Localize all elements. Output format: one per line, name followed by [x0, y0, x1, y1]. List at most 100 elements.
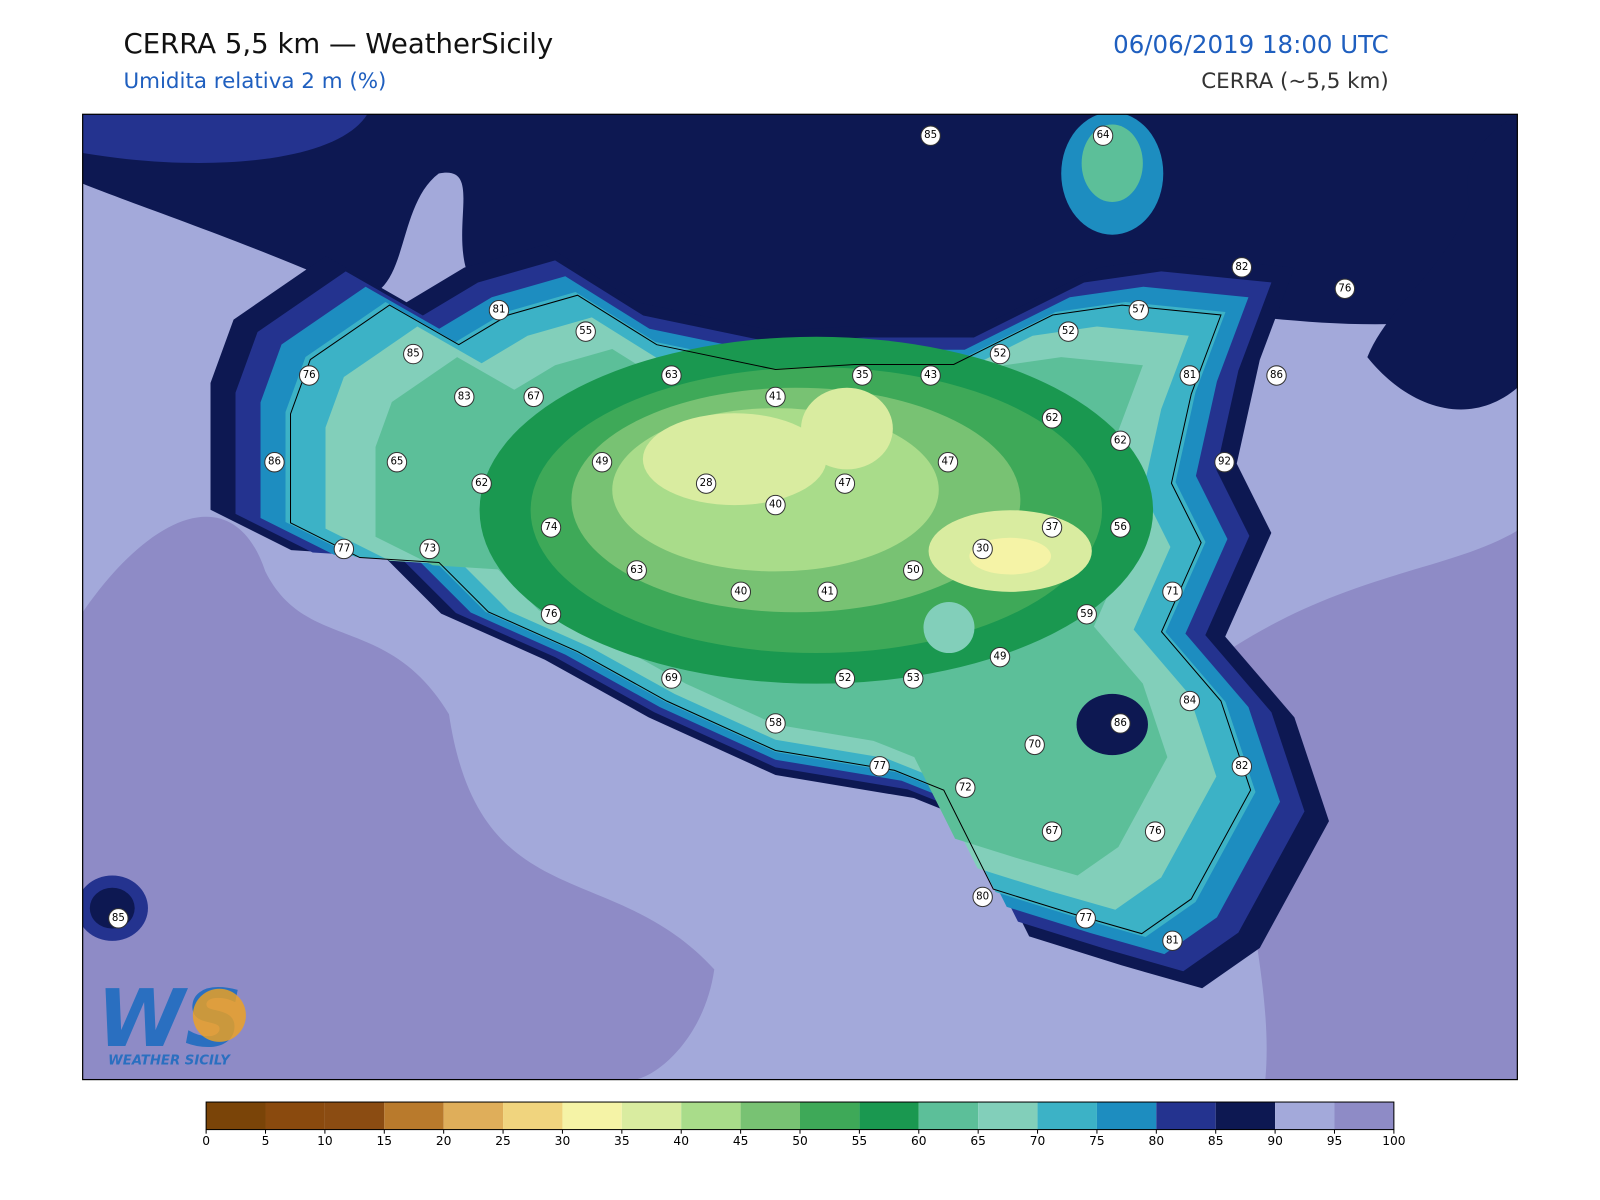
station-value: 47 [838, 478, 851, 489]
station-marker [1162, 930, 1183, 952]
contour-band [923, 602, 975, 654]
station-marker [695, 473, 717, 494]
station: 76 [540, 604, 562, 625]
station-marker [1266, 365, 1287, 386]
station: 77 [869, 756, 890, 777]
station: 35 [852, 365, 873, 386]
station: 30 [972, 538, 993, 560]
station-value: 77 [337, 543, 350, 554]
station-marker [661, 365, 682, 386]
colorbar-segment [562, 1102, 622, 1130]
station: 71 [1162, 581, 1183, 603]
colorbar-tick-label: 60 [911, 1134, 927, 1148]
colorbar-tick-label: 80 [1149, 1134, 1165, 1148]
colorbar-segment [859, 1102, 919, 1130]
subtitle: Umidita relativa 2 m (%) [123, 69, 386, 94]
station: 76 [298, 365, 320, 386]
contour-band [642, 413, 827, 506]
colorbar-tick-label: 50 [792, 1134, 808, 1148]
station: 69 [661, 668, 682, 689]
station-value: 82 [1235, 262, 1248, 273]
station: 81 [1162, 930, 1183, 952]
station-value: 58 [769, 718, 782, 729]
station: 70 [1024, 734, 1045, 756]
station: 43 [920, 365, 941, 386]
station-marker [1058, 321, 1079, 342]
colorbar-tick-label: 10 [317, 1134, 333, 1148]
station-marker [1162, 581, 1183, 603]
station: 81 [488, 300, 510, 321]
station-value: 71 [1166, 586, 1179, 597]
station-value: 59 [1080, 609, 1093, 620]
station-value: 81 [492, 305, 505, 316]
station-marker [972, 538, 993, 560]
date: 06/06/2019 18:00 UTC [1113, 30, 1389, 59]
station-value: 83 [458, 391, 471, 402]
colorbar-tick-label: 35 [614, 1134, 630, 1148]
station-value: 52 [838, 673, 851, 684]
station-marker [834, 473, 856, 494]
contour-band [801, 387, 893, 470]
station-marker [920, 365, 941, 386]
station-value: 76 [1338, 283, 1351, 294]
station-marker [523, 386, 544, 408]
field [82, 114, 1518, 1080]
station-marker [403, 343, 424, 365]
station: 41 [817, 581, 838, 603]
station-value: 57 [1132, 305, 1145, 316]
station: 81 [1179, 365, 1200, 386]
station: 59 [1076, 604, 1097, 625]
station: 37 [1041, 517, 1063, 538]
colorbar-segment [621, 1102, 682, 1130]
station: 77 [1075, 908, 1096, 929]
station-value: 77 [1079, 913, 1092, 924]
station-marker [1024, 734, 1045, 756]
station-marker [488, 300, 510, 321]
station-marker [1128, 300, 1149, 321]
colorbar-segment [978, 1102, 1038, 1130]
station: 85 [108, 908, 129, 929]
station: 82 [1231, 257, 1253, 278]
station-value: 62 [1114, 435, 1127, 446]
station-value: 86 [1270, 370, 1283, 381]
station-marker [1231, 756, 1253, 777]
station: 86 [1266, 365, 1287, 386]
station: 74 [540, 517, 562, 538]
station-marker [955, 777, 976, 798]
station-marker [1214, 452, 1235, 473]
station: 55 [575, 321, 596, 342]
station-marker [869, 756, 890, 777]
field-100 [82, 516, 715, 1080]
station-value: 77 [873, 761, 886, 772]
station-marker [419, 538, 440, 560]
station-marker [1041, 821, 1063, 842]
station: 47 [937, 452, 959, 473]
station-marker [903, 668, 924, 689]
stations: 85 64 82 76 81 55 57 52 52 85 76 63 35 43 81 86 83 67 41 62… [108, 125, 1356, 952]
station-marker [471, 473, 492, 494]
colorbar-segment [1096, 1102, 1157, 1130]
colorbar-segment [1037, 1102, 1097, 1130]
station-marker [834, 668, 856, 689]
station-value: 63 [665, 370, 678, 381]
station-value: 43 [924, 370, 937, 381]
station-value: 67 [1046, 826, 1059, 837]
field-100 [1224, 530, 1518, 1080]
colorbar-segment [1156, 1102, 1216, 1130]
station: 86 [264, 452, 285, 473]
colorbar-segment [681, 1102, 741, 1130]
station-marker [1041, 408, 1063, 429]
station-value: 73 [423, 543, 436, 554]
station-marker [1144, 821, 1166, 842]
colorbar: 0 5 10 15 20 25 30 35 40 45 50 55 60 65 70 75 80 85 90 95 10… [202, 1101, 1406, 1148]
station-marker [852, 365, 873, 386]
station-marker [765, 713, 786, 734]
station-value: 92 [1218, 457, 1231, 468]
station: 65 [386, 452, 408, 473]
station-marker [575, 321, 596, 342]
station-marker [903, 560, 924, 581]
station-value: 85 [924, 130, 937, 141]
station-value: 76 [303, 370, 316, 381]
colorbar-segment [918, 1102, 979, 1130]
island [210, 244, 1329, 989]
